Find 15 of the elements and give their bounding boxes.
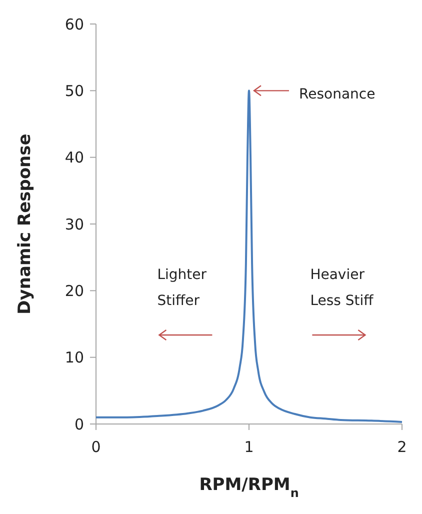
y-tick-label: 0 xyxy=(74,415,84,434)
x-tick-label: 0 xyxy=(91,438,101,456)
annotation: Resonance xyxy=(299,86,376,103)
y-tick-label: 40 xyxy=(64,148,84,167)
annotation: Lighter Stiffer xyxy=(157,267,207,309)
annotation: Heavier Less Stiff xyxy=(310,267,374,309)
y-axis-title: Dynamic Response xyxy=(15,134,35,314)
y-tick-label: 60 xyxy=(64,15,84,34)
y-tick-label: 20 xyxy=(64,282,84,300)
x-tick-label: 1 xyxy=(244,438,254,456)
y-tick-label: 10 xyxy=(64,348,84,367)
y-tick-label: 30 xyxy=(64,215,84,234)
x-tick-label: 2 xyxy=(397,438,407,456)
y-tick-label: 50 xyxy=(64,82,84,100)
x-axis-title: RPM/RPM$_{n}$ xyxy=(199,475,299,500)
